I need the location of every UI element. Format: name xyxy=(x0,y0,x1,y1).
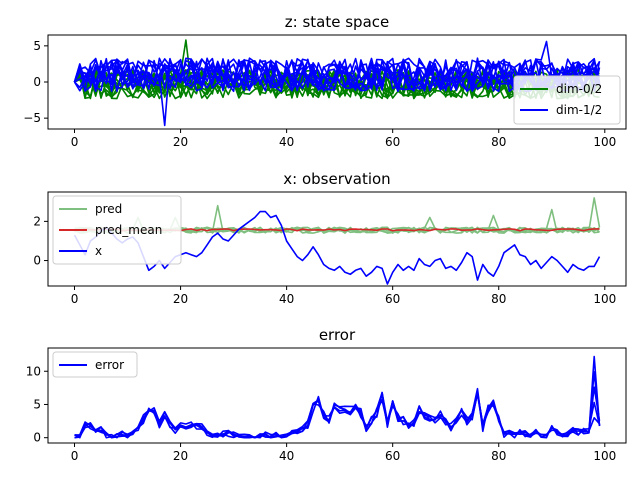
x-tick-label: 60 xyxy=(385,449,400,463)
x-tick-label: 60 xyxy=(385,292,400,306)
y-tick-label: 5 xyxy=(33,397,41,411)
y-tick-label: 5 xyxy=(33,39,41,53)
subplot-2: error 0 20 40 60 80 100 0 5 10 error xyxy=(26,326,627,463)
series-line-dim-0/2 xyxy=(73,70,601,100)
x-tick-label: 80 xyxy=(491,292,506,306)
legend-label: x xyxy=(95,244,102,258)
x-tick-label: 40 xyxy=(279,449,294,463)
y-tick-label: −5 xyxy=(23,111,41,125)
x-tick-label: 80 xyxy=(491,449,506,463)
plot-area xyxy=(74,355,601,439)
subplot-1: x: observation 0 20 40 60 80 100 0 2 pred pred_mea… xyxy=(33,170,627,306)
series-line-dim-1/2 xyxy=(74,57,601,93)
x-tick-label: 100 xyxy=(593,292,616,306)
x-tick-label: 100 xyxy=(593,449,616,463)
axes-frame xyxy=(47,347,627,444)
legend-label: pred_mean xyxy=(95,223,162,237)
x-tick-label: 20 xyxy=(173,449,188,463)
x-tick-label: 100 xyxy=(593,135,616,149)
series-line-error xyxy=(74,371,601,439)
legend: error xyxy=(52,351,138,378)
x-tick-label: 80 xyxy=(491,135,506,149)
y-tick-label: 2 xyxy=(33,214,41,228)
x-tick-label: 20 xyxy=(173,135,188,149)
x-tick-label: 40 xyxy=(279,292,294,306)
x-tick-label: 0 xyxy=(71,135,79,149)
legend-label: dim-0/2 xyxy=(556,82,602,96)
legend-box xyxy=(52,195,182,265)
x-tick-label: 0 xyxy=(71,292,79,306)
legend-label: dim-1/2 xyxy=(556,103,602,117)
y-tick-label: 0 xyxy=(33,431,41,445)
subplot-title: error xyxy=(319,326,356,344)
y-tick-label: 0 xyxy=(33,254,41,268)
x-tick-label: 60 xyxy=(385,135,400,149)
x-tick-label: 40 xyxy=(279,135,294,149)
legend: dim-0/2 dim-1/2 xyxy=(513,75,621,125)
legend-label: error xyxy=(95,358,124,372)
series-line-error xyxy=(74,355,601,439)
x-tick-label: 0 xyxy=(71,449,79,463)
axes-frame xyxy=(47,191,627,287)
y-tick-label: 10 xyxy=(26,364,41,378)
plot-area xyxy=(73,39,601,127)
y-tick-label: 0 xyxy=(33,75,41,89)
legend-box xyxy=(52,351,138,378)
legend-label: pred xyxy=(95,202,122,216)
subplot-title: x: observation xyxy=(283,170,390,188)
x-tick-label: 20 xyxy=(173,292,188,306)
subplot-title: z: state space xyxy=(285,13,389,31)
